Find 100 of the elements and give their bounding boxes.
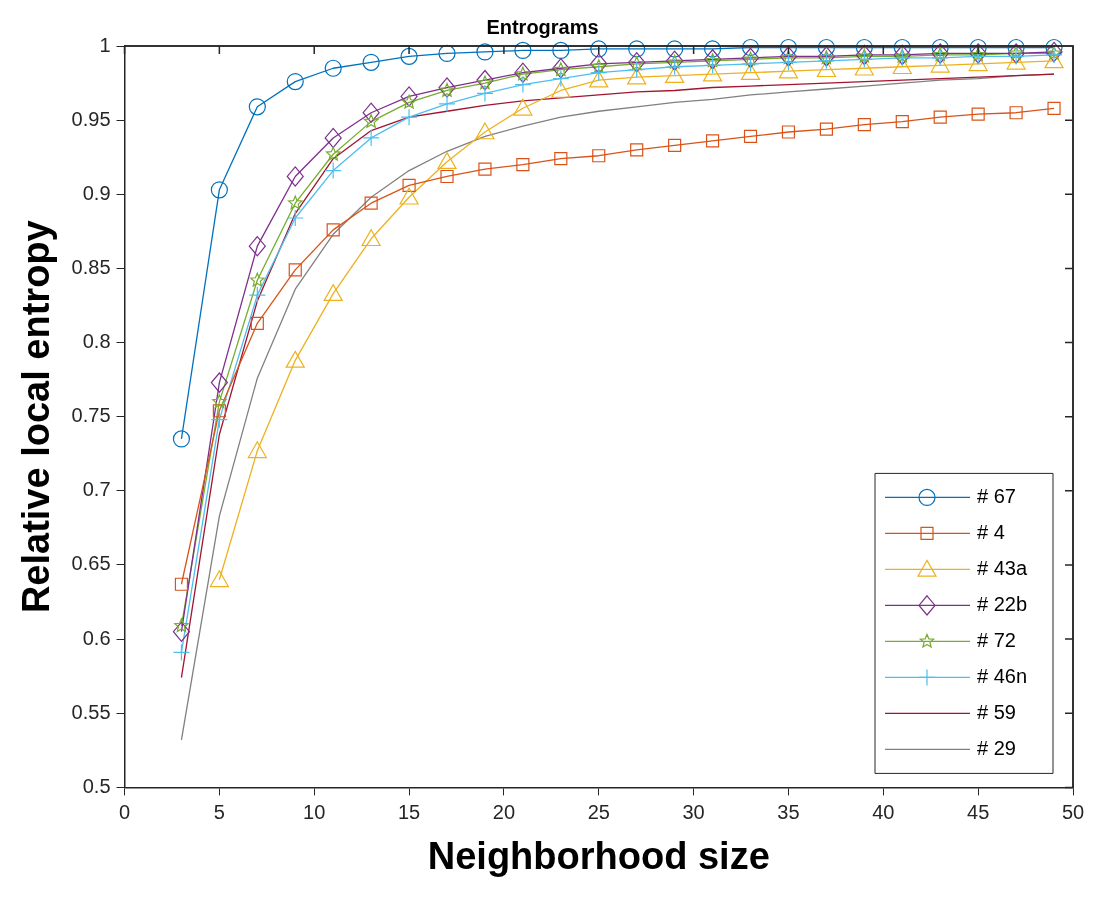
point [590, 53, 608, 74]
point [627, 67, 647, 85]
point [1047, 101, 1061, 115]
legend-label: # 22b [977, 592, 1028, 615]
point [933, 110, 947, 124]
point [741, 38, 760, 57]
point [630, 143, 644, 157]
point [931, 38, 949, 57]
point [250, 272, 265, 287]
point [668, 138, 682, 152]
point [438, 95, 456, 113]
point [247, 441, 267, 459]
point [513, 98, 533, 116]
y-axis-title: Relative local entropy [15, 220, 58, 614]
point [552, 70, 570, 88]
point [209, 570, 229, 588]
point [286, 72, 304, 91]
point [362, 102, 380, 123]
point [743, 129, 758, 144]
x-tick-label: 40 [872, 800, 895, 823]
point [705, 134, 720, 148]
point [324, 161, 342, 180]
x-tick-label: 0 [118, 800, 131, 823]
point [437, 152, 457, 170]
point [1044, 51, 1064, 69]
y-tick-label: 0.8 [82, 330, 111, 353]
x-tick-label: 15 [397, 800, 421, 823]
point [399, 187, 419, 205]
point [288, 263, 302, 277]
y-tick-label: 1 [99, 33, 111, 56]
point [665, 66, 685, 84]
x-tick-label: 30 [682, 800, 705, 823]
point [816, 60, 836, 78]
point [590, 64, 608, 82]
y-tick-label: 0.75 [71, 404, 111, 427]
point [400, 86, 418, 107]
point [516, 158, 530, 172]
point [854, 58, 874, 76]
point [400, 108, 418, 126]
point [930, 55, 950, 73]
point [552, 41, 570, 60]
y-tick-label: 0.5 [82, 774, 111, 797]
point [364, 196, 378, 210]
point [210, 372, 228, 393]
point [361, 229, 381, 247]
point [212, 404, 226, 418]
point [628, 61, 646, 79]
legend-label: # 4 [977, 520, 1005, 543]
point [400, 47, 418, 65]
legend-label: # 43a [977, 556, 1028, 579]
point [1007, 47, 1025, 65]
point [248, 98, 266, 116]
x-tick-label: 25 [587, 800, 610, 823]
y-tick-label: 0.95 [71, 107, 111, 130]
point [174, 577, 189, 591]
point [476, 43, 494, 61]
legend-label: # 29 [977, 736, 1016, 759]
point [475, 122, 495, 140]
point [589, 70, 609, 88]
point [324, 59, 342, 77]
point [931, 49, 949, 67]
point [210, 181, 228, 199]
x-tick-label: 10 [303, 800, 326, 823]
point [172, 430, 191, 448]
point [703, 56, 722, 74]
point [323, 284, 343, 301]
point [855, 38, 873, 57]
legend-label: # 59 [977, 700, 1016, 723]
legend-label: # 67 [977, 484, 1016, 507]
point [248, 286, 266, 304]
point [969, 38, 987, 57]
point [325, 146, 341, 161]
y-tick-label: 0.55 [71, 700, 111, 723]
y-tick-label: 0.6 [82, 626, 111, 649]
point [248, 235, 266, 257]
point [250, 316, 264, 330]
point [779, 38, 798, 57]
point [1009, 106, 1023, 120]
point [286, 166, 304, 187]
point [628, 40, 646, 58]
point [740, 63, 761, 81]
point [476, 69, 494, 91]
x-tick-label: 50 [1061, 800, 1085, 823]
point [210, 411, 228, 429]
point [817, 38, 835, 57]
point [892, 57, 912, 75]
point [286, 209, 304, 227]
point [514, 75, 532, 94]
y-tick-label: 0.7 [82, 478, 111, 501]
point [819, 122, 833, 136]
point [326, 223, 340, 237]
point [968, 54, 988, 72]
point [1007, 38, 1025, 57]
point [895, 115, 909, 129]
point [855, 50, 873, 68]
point [893, 38, 911, 57]
point [402, 178, 416, 192]
point [362, 129, 380, 147]
point [362, 53, 380, 71]
y-tick-label: 0.85 [71, 255, 111, 278]
